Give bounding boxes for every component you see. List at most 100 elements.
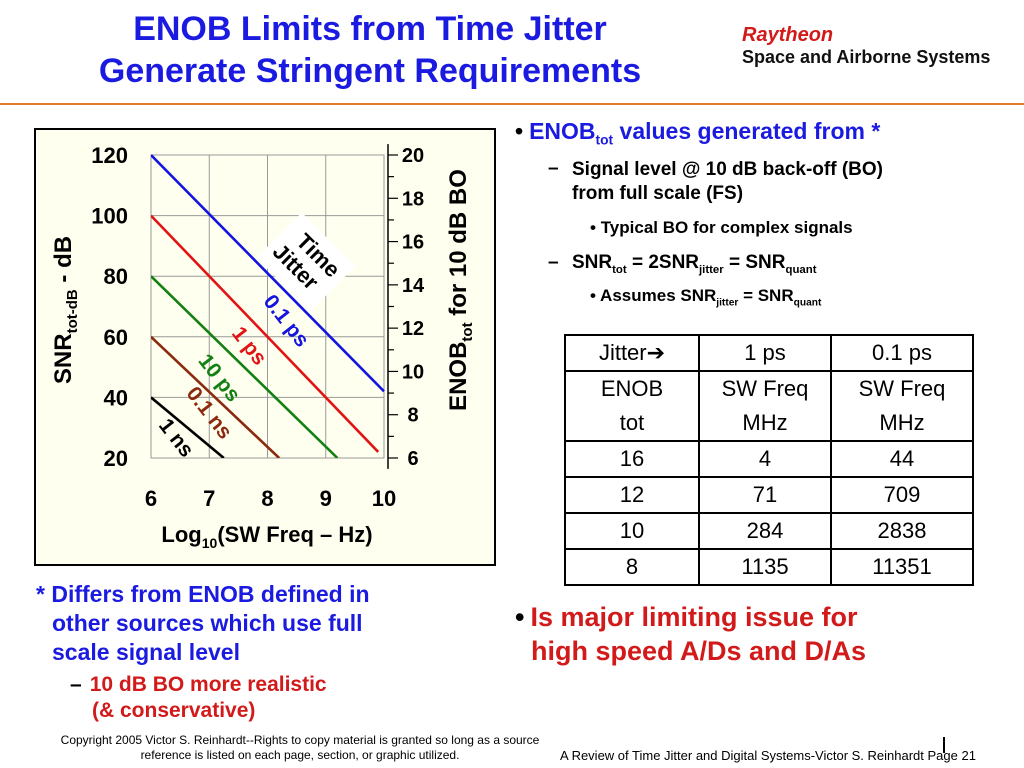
table-cell: 8 [564,548,700,586]
typical-bo-text: Typical BO for complex signals [600,218,853,237]
table-cell: 44 [830,440,974,478]
raytheon-logo: Raytheon Space and Airborne Systems [742,24,990,68]
signal-level-line-1: Signal level @ 10 dB back-off (BO) [572,159,883,180]
footnote-sub-line-2: (& conservative) [92,699,256,722]
y2-axis-label: ENOBtot for 10 dB BO [445,169,476,411]
assumes-text: Assumes SNR [600,286,717,305]
y2-tick-label: 18 [402,188,424,210]
major-line-1: Is major limiting issue for [530,602,858,632]
slide-title: ENOB Limits from Time Jitter Generate St… [20,8,720,92]
y2-tick-label: 8 [407,405,418,427]
table-cell: 16 [564,440,700,478]
page-footer: A Review of Time Jitter and Digital Syst… [560,748,976,763]
table-header-row: Jitter➔ 1 ps 0.1 ps [564,334,974,372]
bullet-enob-text: ENOB [529,118,596,144]
subheader-swfreq-1-l1: SW Freq [721,376,809,401]
table-cell: 12 [564,476,700,514]
snr-jitter-label: = 2SNR [626,252,700,273]
annotation-box [256,212,356,312]
dash-bullet-2: – [548,252,559,274]
bullet-dot: • [515,118,524,144]
sub-bullet-dot: • [590,286,596,305]
copyright-notice: Copyright 2005 Victor S. Reinhardt--Righ… [0,733,600,763]
major-issue-bullet: • Is major limiting issue for high speed … [515,600,866,668]
snr-tot-sub: tot [612,263,627,276]
y2-tick-label: 10 [402,361,424,383]
series-line [151,214,380,453]
title-line-1: ENOB Limits from Time Jitter [133,10,607,48]
bullet-enob: • ENOBtot values generated from * [515,118,880,148]
x-tick-label: 8 [261,486,273,511]
x-tick-label: 7 [203,486,215,511]
sub-bullet-typical: • Typical BO for complex signals [590,218,853,238]
dash-char: – [548,252,559,273]
assumes-text-2: = SNR [738,286,794,305]
footnote-line-3: scale signal level [52,639,240,665]
y-tick-label: 80 [104,264,128,289]
sub-bullet-assumes: • Assumes SNRjitter = SNRquant [590,286,821,308]
table-cell: 284 [698,512,832,550]
copyright-line-1: Copyright 2005 Victor S. Reinhardt--Righ… [60,733,540,747]
header-1ps: 1 ps [698,334,832,372]
table-cell: 71 [698,476,832,514]
dash-text-1: Signal level @ 10 dB back-off (BO) from … [572,158,883,206]
dash-char: – [548,158,559,179]
title-line-2: Generate Stringent Requirements [98,52,642,90]
table-row: 12 71 709 [564,476,974,514]
logo-brand: Raytheon [742,24,834,46]
arrow-right-icon: ➔ [646,340,666,365]
y2-tick-label: 12 [402,318,424,340]
table-row: 8 1135 11351 [564,548,974,586]
y2-tick-label: 20 [402,145,424,167]
x-tick-label: 9 [320,486,332,511]
subheader-enob-l2: tot [619,410,645,435]
subheader-enob: ENOB tot [564,370,700,442]
bullet-enob-post: values generated from * [613,118,881,144]
y2-tick-label: 14 [402,275,425,297]
y2-tick-label: 16 [402,232,424,254]
jitter-chart: 0.1 ps 1 ps 10 ps 0.1 ns 1 ns Time Jitter 120 10… [34,128,496,566]
series-label: 1 ps [227,322,271,369]
series-label: 1 ns [154,414,198,461]
footnote-sub: –10 dB BO more realistic (& conservative… [70,672,327,724]
subheader-swfreq-2-l2: MHz [879,410,925,435]
dash-bullet-1: – [548,158,559,180]
series-line [151,335,281,458]
table-cell: 4 [698,440,832,478]
x-tick-label: 10 [372,486,396,511]
header-jitter-text: Jitter [598,340,647,365]
footnote-line-1: * Differs from ENOB defined in [36,581,370,607]
jitter-table: Jitter➔ 1 ps 0.1 ps ENOB tot SW Freq MHz S… [564,334,974,586]
signal-level-line-2: from full scale (FS) [572,183,744,204]
footnote: * Differs from ENOB defined in other sou… [36,580,370,667]
table-row: 16 4 44 [564,440,974,478]
sub-bullet-dot: • [590,218,596,237]
y2-tick-label: 6 [407,448,418,470]
subheader-swfreq-2: SW Freq MHz [830,370,974,442]
y-tick-label: 100 [91,204,128,229]
x-tick-label: 6 [145,486,157,511]
text-cursor [943,737,945,753]
y-tick-label: 20 [104,446,128,471]
subheader-swfreq-2-l1: SW Freq [858,376,946,401]
snr-equation: SNRtot = 2SNRjitter = SNRquant [572,252,817,276]
y-tick-label: 60 [104,325,128,350]
footnote-sub-line-1: 10 dB BO more realistic [89,673,327,696]
plot-frame [150,154,385,459]
header-01ps: 0.1 ps [830,334,974,372]
table-cell: 1135 [698,548,832,586]
snr-jitter-sub: jitter [699,263,724,276]
assumes-sub-1: jitter [716,297,739,309]
footnote-line-2: other sources which use full [52,610,363,636]
bullet-dot: • [515,602,525,632]
y-axis-label: SNRtot-dB - dB [50,236,81,384]
dash-char: – [70,673,82,696]
table-cell: 709 [830,476,974,514]
snr-quant-label: = SNR [723,252,786,273]
subheader-swfreq-1-l2: MHz [742,410,788,435]
table-cell: 10 [564,512,700,550]
subheader-swfreq-1: SW Freq MHz [698,370,832,442]
table-row: 10 284 2838 [564,512,974,550]
table-cell: 11351 [830,548,974,586]
